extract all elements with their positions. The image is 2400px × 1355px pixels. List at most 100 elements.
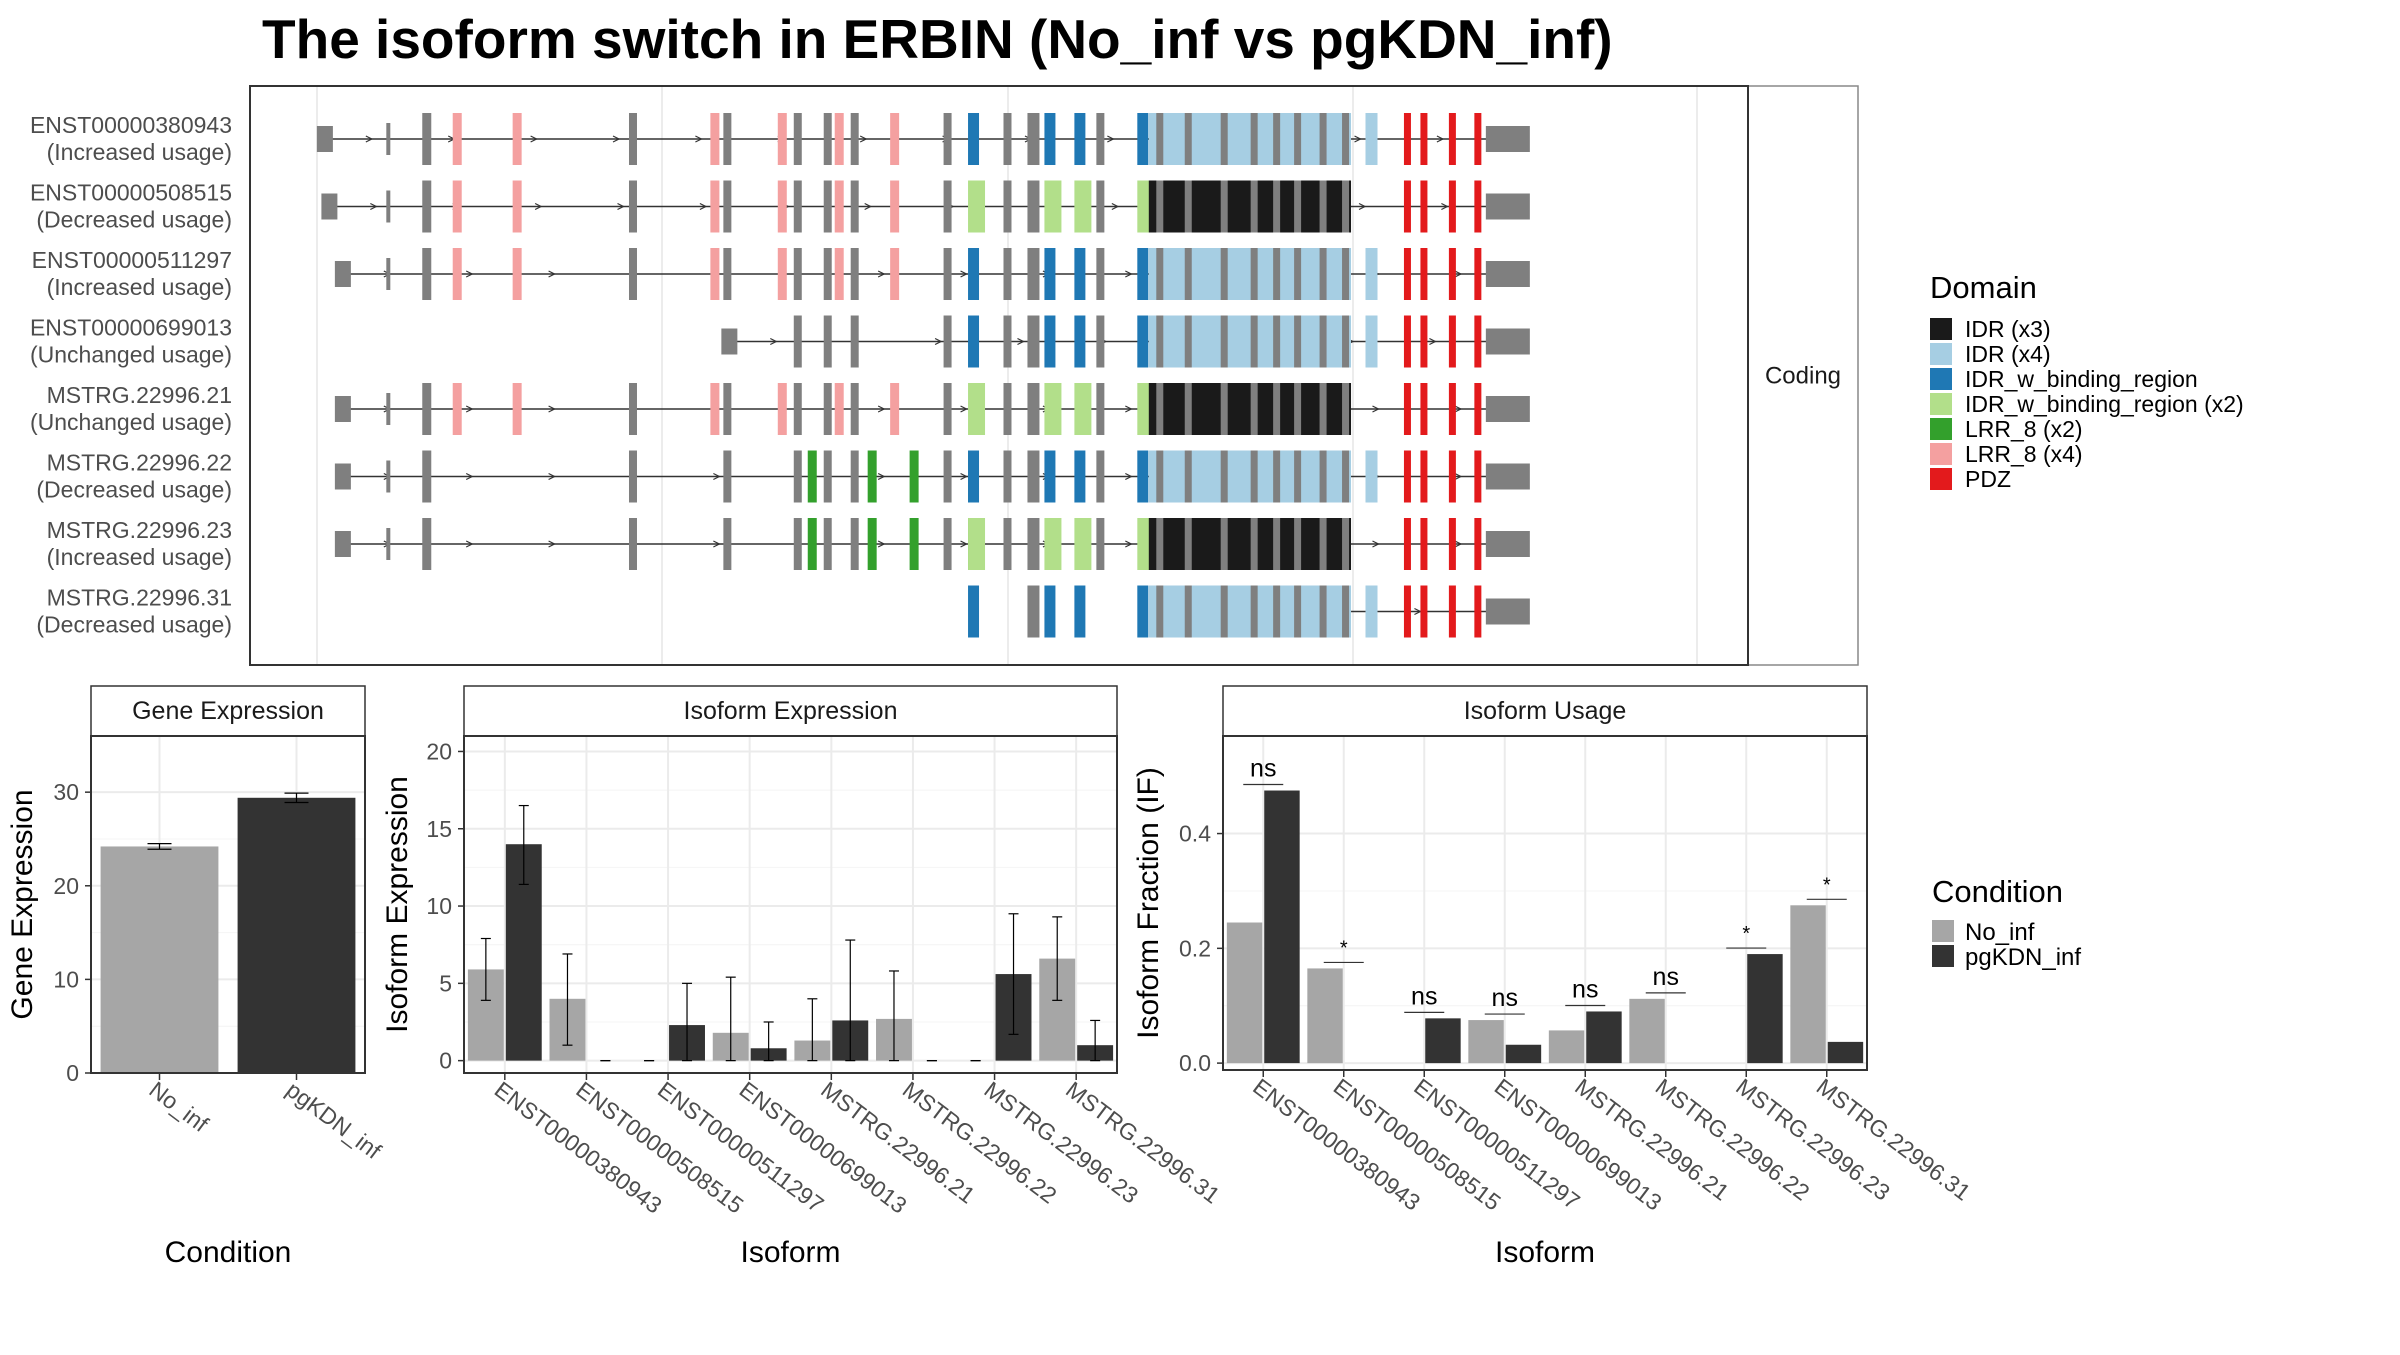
bar xyxy=(1425,1018,1461,1064)
exon-block xyxy=(723,518,732,570)
bar xyxy=(237,797,356,1073)
strand-arrow xyxy=(548,472,556,481)
strand-arrow xyxy=(612,135,621,143)
bar xyxy=(1264,790,1300,1064)
exon-boundary xyxy=(1319,315,1327,368)
strand-arrow xyxy=(1372,405,1380,413)
lrr-domain xyxy=(834,248,844,300)
exon-block xyxy=(850,450,859,503)
idr-binding-domain xyxy=(968,315,980,368)
y-tick-label: 20 xyxy=(53,873,79,899)
exon-block xyxy=(1003,450,1012,503)
exon-boundary xyxy=(1220,518,1228,570)
y-tick-label: 0.2 xyxy=(1179,935,1211,961)
strand-arrow xyxy=(1125,540,1133,548)
significance-label: ns xyxy=(1572,975,1598,1003)
pdz-domain xyxy=(1474,180,1482,233)
idr-tail-domain xyxy=(1148,248,1352,300)
strand-arrow xyxy=(695,135,703,143)
utr-exon xyxy=(334,463,351,490)
exon-boundary xyxy=(1294,180,1302,233)
exon-block xyxy=(422,248,432,300)
lrr-domain xyxy=(834,113,844,165)
exon-boundary xyxy=(1156,248,1164,300)
domain-legend-label: IDR (x4) xyxy=(1965,341,2051,367)
idr-extra xyxy=(1365,585,1378,638)
exon-block xyxy=(943,180,952,233)
utr-exon xyxy=(721,328,738,355)
exon-boundary xyxy=(1220,383,1228,435)
exon-block xyxy=(723,113,732,165)
bar xyxy=(100,846,219,1073)
idr-binding-domain xyxy=(968,383,986,435)
significance-label: * xyxy=(1823,874,1831,896)
exon-block xyxy=(422,450,432,503)
exon-block xyxy=(1096,113,1105,165)
exon-boundary xyxy=(1250,383,1258,435)
y-tick-label: 10 xyxy=(426,893,452,919)
exon-boundary xyxy=(1342,518,1350,570)
pdz-domain xyxy=(1403,450,1411,503)
exon-block xyxy=(1003,315,1012,368)
idr-binding-domain xyxy=(1074,450,1086,503)
isoform-usage: (Unchanged usage) xyxy=(30,342,232,368)
pdz-domain xyxy=(1474,315,1482,368)
lrr-domain xyxy=(909,518,919,570)
exon-block xyxy=(1027,248,1040,300)
structure-panel-bg xyxy=(250,86,1748,665)
exon-block xyxy=(793,383,802,435)
lrr-domain xyxy=(512,113,522,165)
lrr-domain xyxy=(890,248,900,300)
lrr-domain xyxy=(834,383,844,435)
domain-legend-swatch xyxy=(1930,343,1952,365)
pdz-domain xyxy=(1403,585,1411,638)
exon-block xyxy=(943,518,952,570)
exon-boundary xyxy=(1294,248,1302,300)
exon-boundary xyxy=(1184,585,1192,638)
pdz-domain xyxy=(1403,518,1411,570)
exon-block xyxy=(628,518,637,570)
pdz-domain xyxy=(1448,450,1456,503)
isoform-usage: (Unchanged usage) xyxy=(30,409,232,435)
significance-label: ns xyxy=(1653,963,1679,991)
lrr-domain xyxy=(867,518,877,570)
exon-block xyxy=(1003,383,1012,435)
strand-arrow xyxy=(548,540,556,548)
exon-block xyxy=(850,113,859,165)
lrr-domain xyxy=(807,450,817,503)
isoform-usage: (Decreased usage) xyxy=(36,477,232,503)
lrr-domain xyxy=(512,248,522,300)
idr-binding-domain xyxy=(968,585,980,638)
isoform-usage: (Increased usage) xyxy=(47,274,232,300)
exon-block xyxy=(793,248,802,300)
strand-arrow xyxy=(1125,472,1133,481)
y-tick-label: 0.0 xyxy=(1179,1050,1211,1076)
pdz-domain xyxy=(1403,248,1411,300)
lrr-domain xyxy=(777,113,787,165)
utr-exon xyxy=(316,126,333,152)
pdz-domain xyxy=(1448,518,1456,570)
bar xyxy=(1505,1044,1542,1064)
exon-boundary xyxy=(1342,113,1350,165)
y-axis-title: Isoform Fraction (IF) xyxy=(1132,767,1165,1039)
pdz-domain xyxy=(1420,585,1428,638)
condition-legend-label: No_inf xyxy=(1965,919,2035,946)
exon-boundary xyxy=(1273,585,1281,638)
exon-boundary xyxy=(1319,383,1327,435)
condition-legend-title: Condition xyxy=(1932,874,2063,909)
idr-binding-domain xyxy=(1074,248,1086,300)
exon-boundary xyxy=(1342,248,1350,300)
exon-block xyxy=(422,113,432,165)
strand-arrow xyxy=(465,270,474,278)
exon-boundary xyxy=(1273,383,1281,435)
utr-exon xyxy=(1485,531,1530,557)
exon-block xyxy=(1027,113,1040,165)
exon-block xyxy=(628,450,637,503)
isoform-name: ENST00000699013 xyxy=(30,315,232,341)
pdz-domain xyxy=(1420,180,1428,233)
pdz-domain xyxy=(1403,180,1411,233)
exon-boundary xyxy=(1250,180,1258,233)
exon-boundary xyxy=(1319,248,1327,300)
bar xyxy=(1586,1011,1622,1064)
